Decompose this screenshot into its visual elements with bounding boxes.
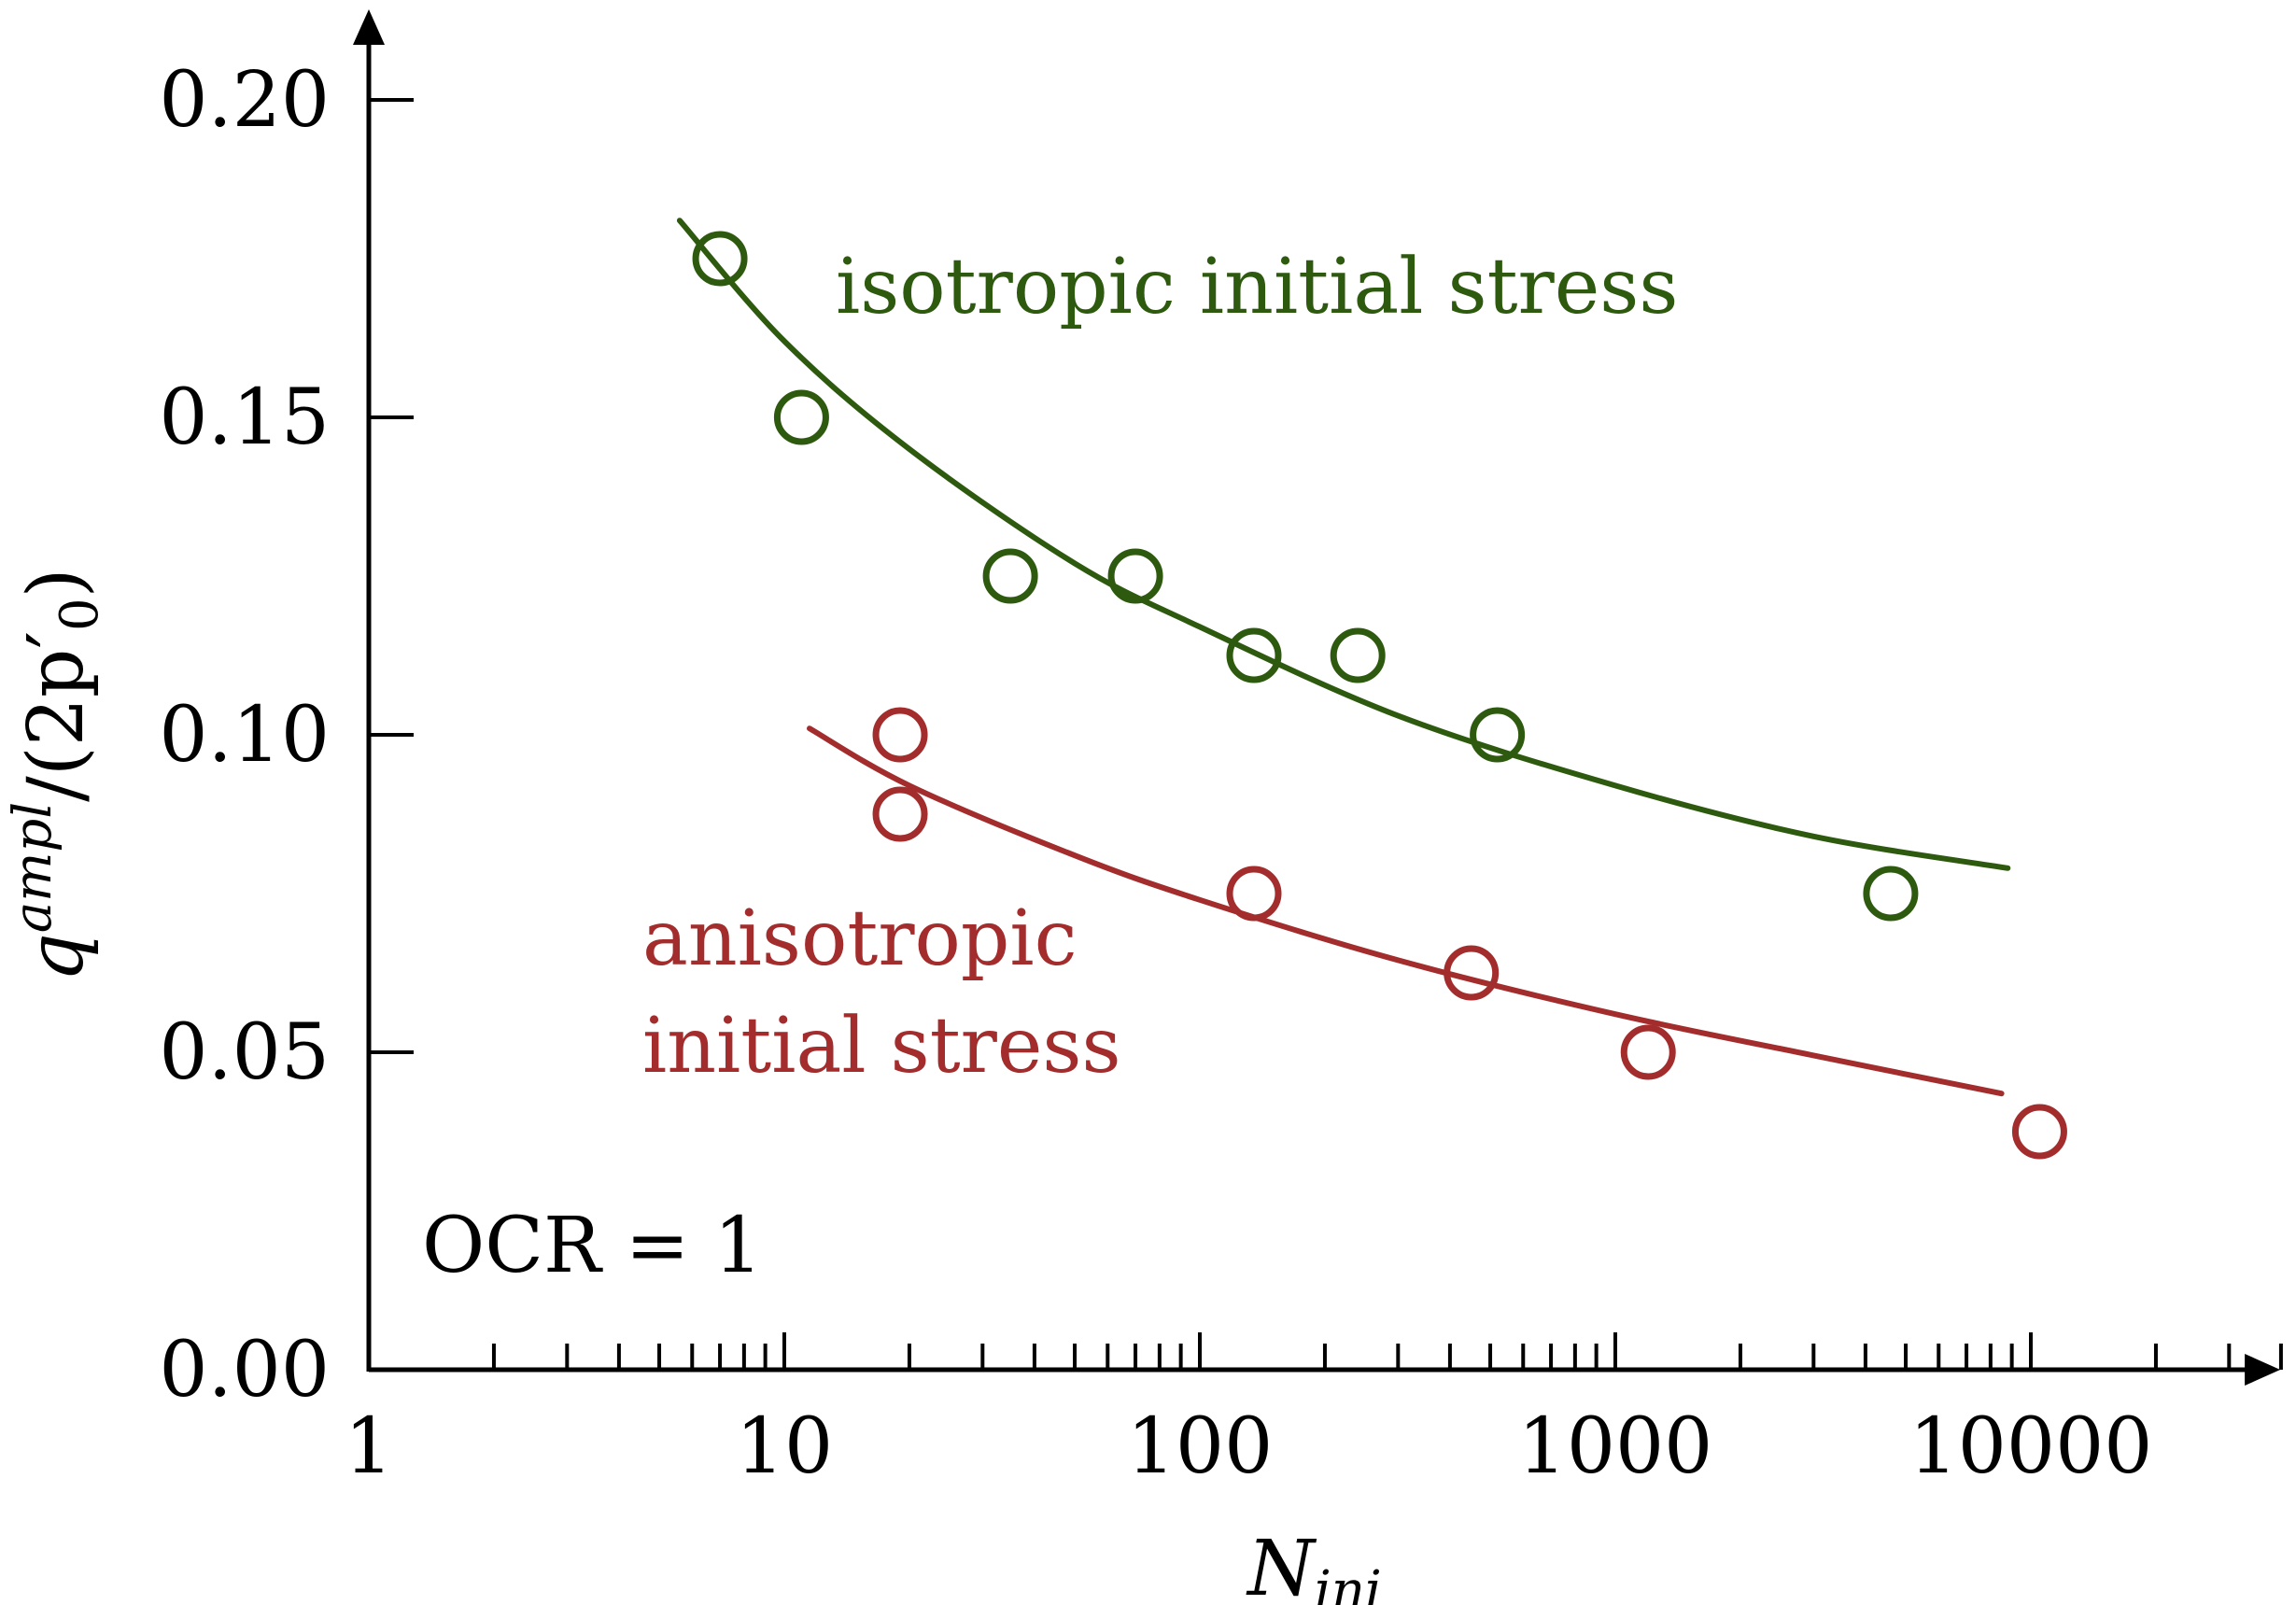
x-tick-label: 10 [736,1402,833,1491]
data-point [692,231,748,287]
y-tick-label: 0.00 [159,1326,330,1415]
y-axis-title-prime: ′ [12,631,101,649]
y-axis-title-close: ) [12,568,101,598]
fit-curves [676,218,2011,1097]
data-point [1107,548,1163,604]
series-label-anisotropic-line1: anisotropic [642,894,1078,983]
series-label-isotropic: isotropic initial stress [836,243,1678,331]
y-axis-title-rest: /(2p [12,649,101,802]
y-axis-title-q: q [12,933,101,982]
y-axis-title-sub: 0 [49,598,110,631]
x-tick-label: 1 [345,1402,393,1491]
x-tick-label: 10000 [1909,1402,2153,1491]
x-axis-title-sub: ini [1315,1560,1382,1605]
y-axis-title: qampl/(2p′0) [3,568,110,981]
y-tick-label: 0.15 [159,373,330,462]
x-axis-arrow [2245,1354,2281,1386]
data-point [872,707,928,763]
data-point [1470,707,1526,763]
series-label-anisotropic-line2: initial stress [642,1002,1121,1091]
data-point [2011,1104,2067,1160]
ocr-annotation: OCR = 1 [422,1202,763,1290]
data-points [692,231,2067,1160]
y-tick-label: 0.20 [159,56,330,145]
data-point [1226,627,1282,683]
ticks: 1 10 100 1000 10000 0.00 0.05 0.10 0.15 0.20 [159,56,2283,1491]
y-tick-label: 0.05 [159,1008,330,1097]
data-point [982,548,1038,604]
x-tick-label: 1000 [1518,1402,1713,1491]
data-point [1330,627,1386,683]
x-axis-title-main: N [1246,1525,1317,1605]
data-point [1620,1024,1676,1080]
y-tick-label: 0.10 [159,691,330,780]
data-point [1226,866,1282,922]
y-axis-arrow [353,9,385,45]
y-axis-title-sup: ampl [3,802,63,933]
axes [353,9,2281,1386]
fit-curve [807,725,2005,1097]
x-axis-title: Nini [1246,1525,1382,1605]
data-point [773,389,829,445]
x-tick-label: 100 [1127,1402,1274,1491]
data-point [1863,866,1919,922]
data-point [1444,945,1500,1001]
fit-curve [676,218,2011,871]
data-point [872,786,928,842]
